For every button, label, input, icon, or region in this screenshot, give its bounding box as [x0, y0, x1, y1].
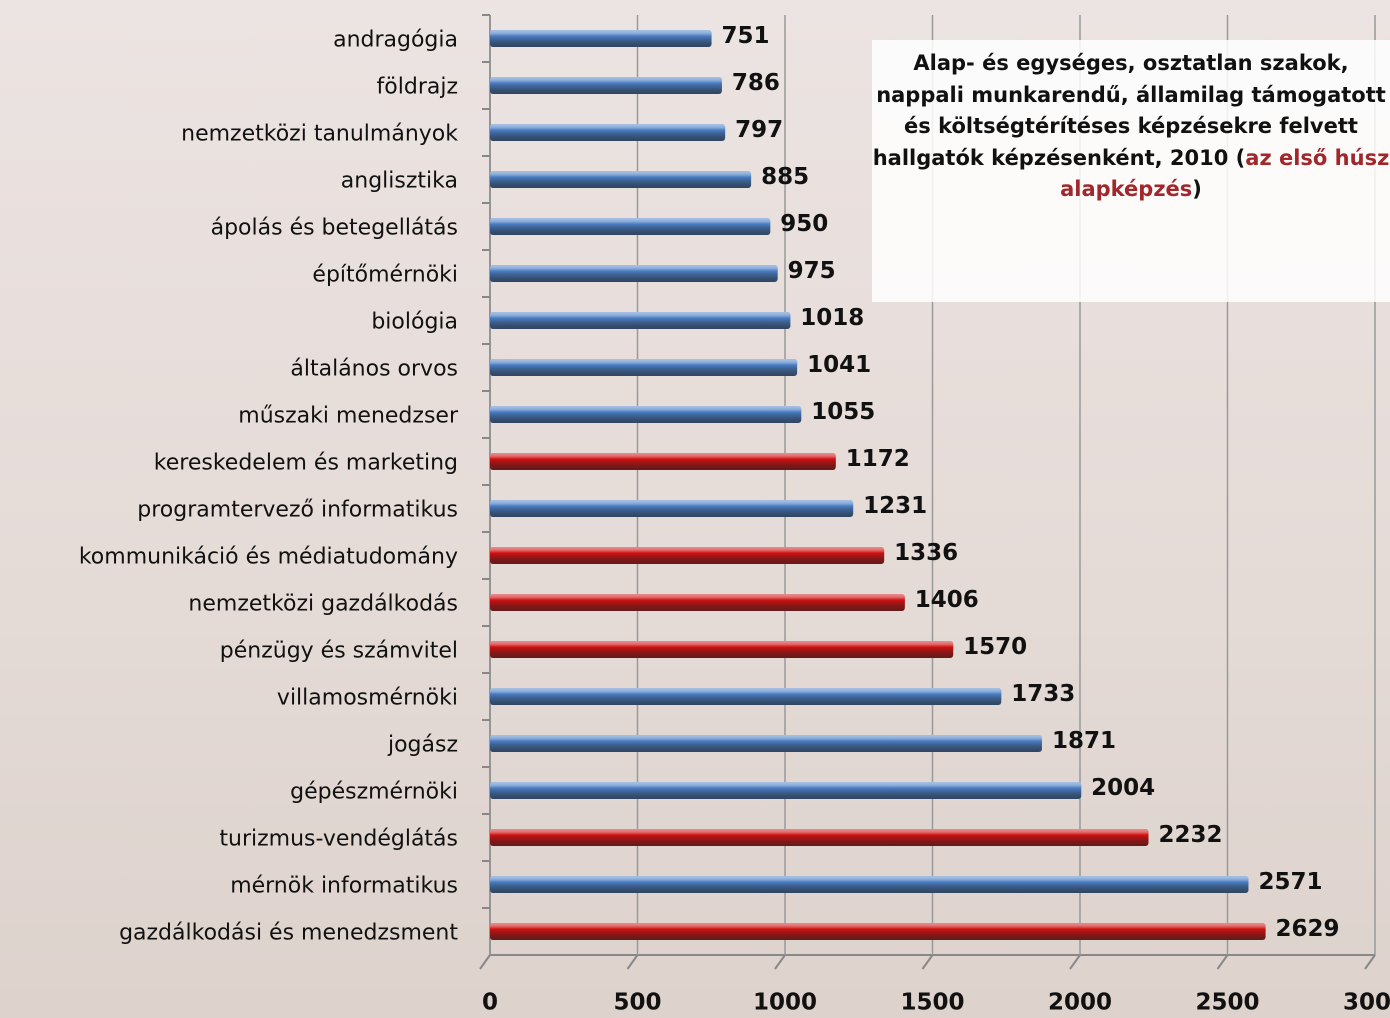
- y-tick-label: kommunikáció és médiatudomány: [79, 545, 458, 570]
- value-label: 797: [735, 117, 783, 143]
- value-label: 786: [732, 70, 780, 96]
- value-label: 2004: [1091, 775, 1155, 801]
- y-tick-label: anglisztika: [341, 169, 458, 194]
- tick-mark: [628, 955, 638, 969]
- y-tick-label: biológia: [371, 310, 458, 335]
- tick-mark: [1218, 955, 1228, 969]
- value-label: 2571: [1258, 869, 1322, 895]
- x-tick-label: 2000: [1048, 990, 1112, 1016]
- y-tick-label: építőmérnöki: [312, 263, 458, 288]
- x-tick-label: 500: [613, 990, 661, 1016]
- tick-mark: [1365, 955, 1375, 969]
- y-tick-label: nemzetközi tanulmányok: [181, 122, 458, 147]
- value-label: 1041: [807, 352, 871, 378]
- value-label: 1055: [811, 399, 875, 425]
- value-label: 2232: [1158, 822, 1222, 848]
- value-label: 1733: [1011, 681, 1075, 707]
- value-label: 885: [761, 164, 809, 190]
- y-tick-label: földrajz: [377, 75, 458, 100]
- tick-mark: [480, 955, 490, 969]
- value-label: 1336: [894, 540, 958, 566]
- value-label: 1871: [1052, 728, 1116, 754]
- y-tick-label: turizmus-vendéglátás: [219, 827, 458, 852]
- value-label: 950: [780, 211, 828, 237]
- value-label: 1172: [846, 446, 910, 472]
- title-part: ): [1192, 177, 1202, 201]
- value-label: 751: [722, 23, 770, 49]
- x-tick-label: 2500: [1195, 990, 1259, 1016]
- tick-mark: [1070, 955, 1080, 969]
- value-label: 1406: [915, 587, 979, 613]
- tick-mark: [923, 955, 933, 969]
- y-tick-label: jogász: [387, 733, 458, 758]
- x-tick-label: 1500: [900, 990, 964, 1016]
- y-tick-label: általános orvos: [290, 357, 458, 382]
- page: 0 500 1000 1500 2000 2500 3000 andragógia 751 föl…: [0, 0, 1390, 1018]
- value-label: 975: [788, 258, 836, 284]
- chart-container: 0 500 1000 1500 2000 2500 3000 andragógia 751 föl…: [0, 0, 1390, 1018]
- y-tick-label: programtervező informatikus: [137, 498, 458, 523]
- y-tick-label: ápolás és betegellátás: [211, 216, 458, 241]
- y-tick-label: villamosmérnöki: [277, 686, 458, 711]
- y-tick-label: nemzetközi gazdálkodás: [188, 592, 458, 617]
- y-tick-label: mérnök informatikus: [230, 874, 458, 899]
- y-tick-label: gazdálkodási és menedzsment: [119, 921, 458, 946]
- value-label: 1570: [963, 634, 1027, 660]
- y-tick-label: pénzügy és számvitel: [220, 639, 458, 664]
- y-tick-label: andragógia: [333, 28, 458, 53]
- x-tick-label: 1000: [753, 990, 817, 1016]
- y-tick-label: gépészmérnöki: [290, 780, 458, 805]
- value-label: 1231: [863, 493, 927, 519]
- y-tick-label: kereskedelem és marketing: [154, 451, 458, 476]
- y-tick-label: műszaki menedzser: [238, 404, 459, 429]
- value-label: 1018: [800, 305, 864, 331]
- value-label: 2629: [1276, 916, 1340, 942]
- x-tick-label: 3000: [1343, 990, 1390, 1016]
- x-tick-label: 0: [482, 990, 498, 1016]
- chart-title: Alap- és egységes, osztatlan szakok, nap…: [872, 40, 1390, 302]
- tick-mark: [775, 955, 785, 969]
